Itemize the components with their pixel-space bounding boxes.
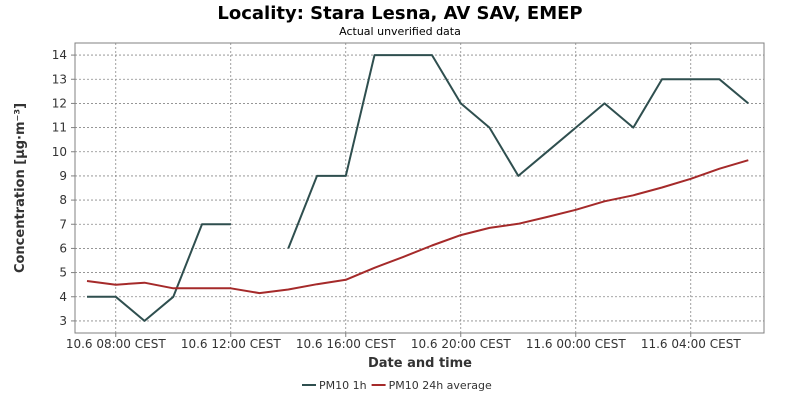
y-tick-label: 8	[59, 193, 67, 207]
x-tick-label: 10.6 16:00 CEST	[296, 337, 397, 351]
y-tick-label: 6	[59, 241, 67, 255]
y-tick-label: 7	[59, 217, 67, 231]
series-line-pm10-1h	[87, 54, 749, 322]
y-tick-label: 3	[59, 314, 67, 328]
x-tick-label: 11.6 04:00 CEST	[641, 337, 742, 351]
series-lines	[86, 54, 749, 322]
legend-label: PM10 24h average	[389, 379, 492, 392]
axis-ticks: 3 4 5 6 7 8 9 10 11 12 13 14 10.6 08:00 CEST 10.6 12:…	[52, 48, 742, 351]
legend: PM10 1h PM10 24h average	[302, 379, 492, 392]
chart-title: Locality: Stara Lesna, AV SAV, EMEP	[217, 3, 582, 24]
legend-label: PM10 1h	[319, 379, 367, 392]
y-tick-label: 5	[59, 266, 67, 280]
y-tick-label: 10	[52, 145, 67, 159]
y-tick-label: 13	[52, 72, 67, 86]
series-line-pm10-24h-average	[86, 159, 749, 295]
y-tick-label: 4	[59, 290, 67, 304]
y-tick-label: 14	[52, 48, 67, 62]
x-tick-label: 10.6 12:00 CEST	[181, 337, 282, 351]
x-tick-label: 10.6 20:00 CEST	[411, 337, 512, 351]
x-axis-label: Date and time	[368, 356, 472, 371]
chart-subtitle: Actual unverified data	[339, 25, 461, 38]
plot-area	[74, 42, 765, 334]
y-tick-label: 9	[59, 169, 67, 183]
y-tick-label: 11	[52, 121, 67, 135]
y-axis-label: Concentration [µg·m⁻³]	[13, 103, 28, 273]
x-tick-label: 11.6 00:00 CEST	[526, 337, 627, 351]
x-tick-label: 10.6 08:00 CEST	[66, 337, 167, 351]
y-tick-label: 12	[52, 96, 67, 110]
